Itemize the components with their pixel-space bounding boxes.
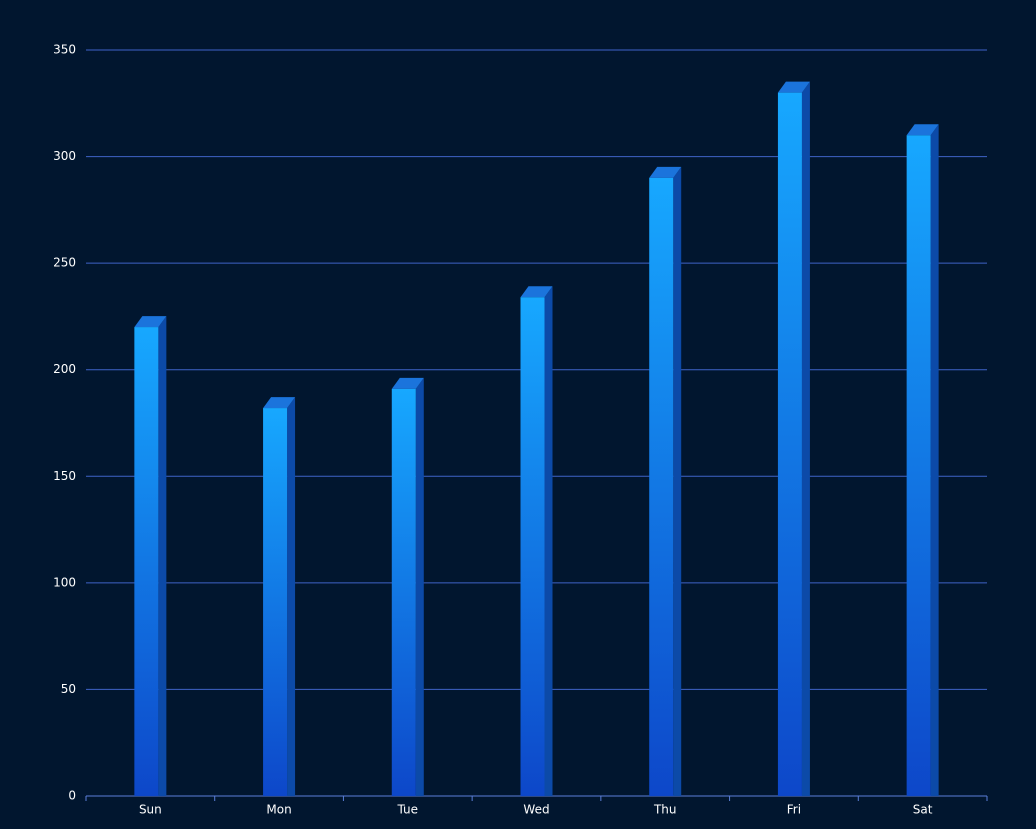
bar — [520, 297, 545, 796]
bar-top — [906, 124, 939, 136]
bar-top — [263, 397, 296, 409]
y-tick-label: 350 — [53, 43, 76, 57]
bar — [134, 327, 159, 796]
bar-side — [930, 124, 939, 796]
bar-side — [415, 377, 424, 796]
bar — [649, 177, 674, 796]
bar — [391, 388, 416, 796]
x-tick-label: Fri — [787, 803, 801, 817]
bar — [263, 408, 288, 796]
x-tick-label: Sat — [913, 803, 933, 817]
bar-side — [673, 166, 682, 796]
y-tick-label: 50 — [61, 682, 76, 696]
y-tick-label: 150 — [53, 469, 76, 483]
x-tick-label: Tue — [397, 803, 419, 817]
bar — [906, 135, 931, 796]
x-tick-label: Thu — [653, 803, 677, 817]
y-tick-label: 200 — [53, 362, 76, 376]
bar-side — [801, 81, 810, 797]
bar-side — [287, 397, 296, 796]
y-tick-label: 0 — [68, 789, 76, 803]
x-tick-label: Mon — [266, 803, 291, 817]
bar-top — [134, 316, 167, 328]
y-tick-label: 250 — [53, 256, 76, 270]
bar — [777, 92, 802, 797]
bar-side — [158, 316, 167, 796]
bar-top — [391, 377, 424, 389]
x-tick-label: Wed — [523, 803, 549, 817]
bar-side — [544, 286, 553, 796]
bar-top — [649, 166, 682, 178]
x-tick-label: Sun — [139, 803, 162, 817]
bar-top — [777, 81, 810, 93]
y-tick-label: 100 — [53, 575, 76, 589]
y-tick-label: 300 — [53, 149, 76, 163]
bar-top — [520, 286, 553, 298]
